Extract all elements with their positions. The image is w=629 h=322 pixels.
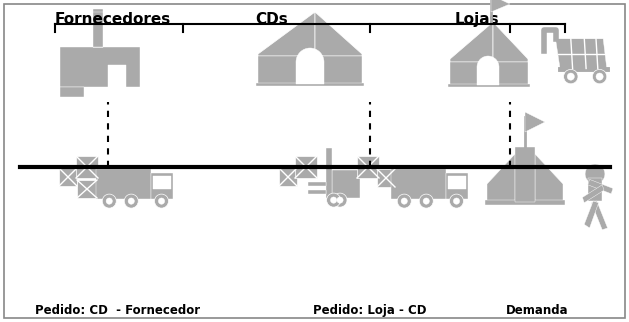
Circle shape — [125, 194, 138, 208]
Bar — [258, 56, 362, 84]
Bar — [93, 12, 103, 47]
Bar — [357, 156, 379, 178]
Circle shape — [103, 194, 116, 208]
Bar — [326, 147, 331, 198]
Polygon shape — [258, 12, 315, 56]
Wedge shape — [477, 56, 499, 67]
Bar — [93, 17, 103, 47]
Circle shape — [398, 194, 411, 208]
Bar — [92, 21, 103, 47]
Bar — [477, 67, 499, 85]
Bar — [308, 182, 326, 186]
Circle shape — [326, 193, 340, 207]
Polygon shape — [487, 154, 515, 202]
Bar — [331, 170, 360, 198]
Circle shape — [420, 194, 433, 208]
Bar — [279, 168, 297, 186]
Circle shape — [330, 197, 337, 203]
Bar — [448, 84, 530, 87]
Circle shape — [450, 194, 464, 208]
Text: Fornecedores: Fornecedores — [55, 12, 171, 27]
Polygon shape — [315, 12, 362, 56]
Polygon shape — [535, 154, 563, 202]
Bar — [256, 83, 364, 86]
Bar — [377, 169, 395, 187]
Bar — [150, 173, 172, 199]
Bar — [96, 169, 150, 199]
Bar — [445, 173, 467, 199]
Bar — [76, 156, 98, 178]
Polygon shape — [584, 201, 599, 228]
Bar — [447, 176, 465, 189]
Bar — [296, 62, 324, 84]
Text: CDs: CDs — [255, 12, 287, 27]
Wedge shape — [296, 48, 324, 62]
Circle shape — [155, 194, 169, 208]
Circle shape — [593, 70, 607, 84]
Bar — [295, 156, 317, 178]
Polygon shape — [582, 185, 604, 203]
Circle shape — [423, 198, 430, 204]
Polygon shape — [493, 22, 528, 62]
Circle shape — [333, 193, 347, 207]
Circle shape — [401, 198, 408, 204]
Text: Pedido: Loja - CD: Pedido: Loja - CD — [313, 304, 426, 317]
Circle shape — [106, 198, 113, 204]
Circle shape — [454, 198, 460, 204]
Bar — [308, 190, 326, 194]
Circle shape — [564, 70, 578, 84]
Polygon shape — [587, 179, 613, 194]
Polygon shape — [591, 201, 608, 230]
Bar — [59, 168, 77, 186]
Circle shape — [159, 198, 165, 204]
Bar — [587, 178, 602, 201]
Text: Pedido: CD  - Fornecedor: Pedido: CD - Fornecedor — [35, 304, 201, 317]
Bar — [450, 62, 528, 85]
Bar — [152, 176, 170, 189]
Polygon shape — [450, 22, 493, 62]
Text: Demanda: Demanda — [506, 304, 569, 317]
Polygon shape — [491, 0, 510, 12]
Bar — [485, 200, 565, 205]
Bar — [93, 9, 103, 47]
Circle shape — [337, 197, 343, 203]
Text: Lojas: Lojas — [455, 12, 499, 27]
Polygon shape — [555, 39, 607, 69]
Bar — [77, 180, 97, 198]
Circle shape — [567, 73, 574, 80]
Bar — [108, 65, 126, 87]
Bar — [60, 87, 84, 97]
Bar — [515, 147, 535, 202]
Polygon shape — [525, 112, 545, 132]
Circle shape — [128, 198, 135, 204]
Circle shape — [596, 73, 603, 80]
Bar — [60, 47, 140, 87]
Bar — [391, 169, 445, 199]
Circle shape — [585, 164, 605, 184]
